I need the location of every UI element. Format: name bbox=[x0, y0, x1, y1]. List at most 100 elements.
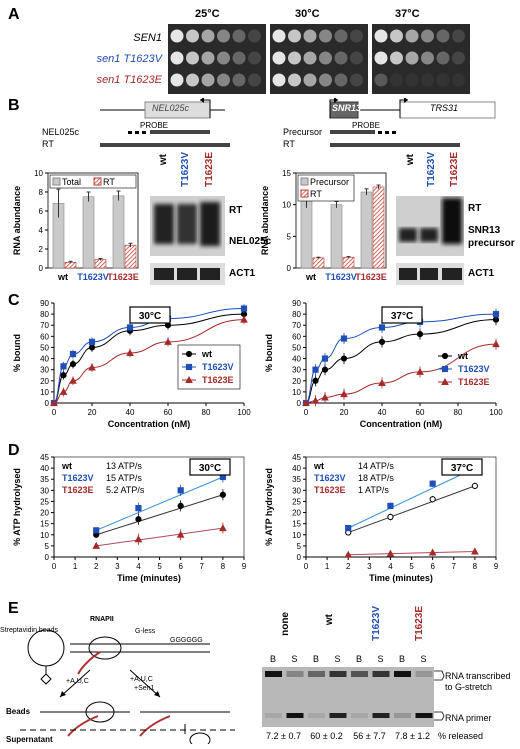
y-tick-label: 6 bbox=[39, 207, 44, 216]
x-tick-label: 0 bbox=[52, 408, 57, 417]
bar-rt-t1623e bbox=[124, 244, 137, 269]
streptavidin-beads-label: Streptavidin beads bbox=[0, 627, 58, 634]
yeast-spot bbox=[390, 73, 403, 87]
blot-label-act1-left: ACT1 bbox=[229, 268, 256, 279]
blot-label-rt-right: RT bbox=[468, 203, 482, 214]
point-t1623v bbox=[321, 355, 329, 362]
yeast-spot bbox=[350, 73, 363, 87]
legend-label: T1623V bbox=[458, 364, 490, 374]
lane-fraction-s: S bbox=[377, 654, 384, 664]
point-t1623e bbox=[386, 549, 395, 557]
gel-band-top bbox=[308, 671, 325, 677]
gene-snr13: SNR13 bbox=[332, 103, 362, 113]
yeast-spot bbox=[436, 29, 450, 43]
yeast-spot bbox=[350, 29, 363, 43]
y-tick-label: 30 bbox=[40, 486, 49, 495]
y-tick-label: 45 bbox=[292, 453, 301, 462]
blot-label-precursor: precursor bbox=[468, 238, 515, 249]
track-nel025c: NEL025c bbox=[42, 127, 80, 137]
lane-none: none bbox=[280, 612, 291, 636]
x-tick-label: 2 bbox=[346, 562, 351, 571]
series-line-t1623e bbox=[348, 550, 475, 556]
yeast-spot bbox=[170, 51, 184, 65]
bar-rt-t1623e bbox=[372, 186, 385, 269]
blot-lane-wt-right: wt bbox=[405, 154, 416, 166]
y-tick-label: 10 bbox=[34, 169, 43, 178]
panel-label-a: A bbox=[8, 6, 20, 23]
x-tick-label: 1 bbox=[325, 562, 330, 571]
category-label: T1623E bbox=[107, 272, 139, 282]
gel-band-primer bbox=[394, 713, 411, 718]
point-t1623v bbox=[312, 366, 319, 373]
legend-label: T1623E bbox=[458, 377, 490, 387]
bar-total-t1623v bbox=[82, 196, 95, 269]
y-tick-label: 35 bbox=[40, 475, 49, 484]
gel-band-top bbox=[415, 671, 433, 677]
yeast-spot bbox=[374, 29, 388, 43]
point-wt bbox=[471, 482, 478, 489]
y-tick-label: 40 bbox=[40, 464, 49, 473]
point-t1623v bbox=[88, 338, 96, 345]
y-tick-label: 20 bbox=[292, 509, 301, 518]
northern-blot-right bbox=[396, 196, 464, 256]
point-t1623e bbox=[59, 387, 68, 395]
y-tick-label: 70 bbox=[292, 321, 301, 330]
legend-swatch-total bbox=[52, 177, 61, 186]
transcription-gel bbox=[262, 667, 434, 727]
strain-label-t1623v: sen1 T1623V bbox=[96, 53, 162, 65]
y-tick-label: 15 bbox=[282, 169, 291, 178]
released-value: 60 ± 0.2 bbox=[310, 731, 343, 741]
legend-swatch-precursor bbox=[300, 177, 309, 186]
point-t1623v bbox=[340, 335, 348, 342]
temp-box bbox=[381, 306, 423, 324]
lane-fraction-s: S bbox=[334, 654, 341, 664]
strain-label-t1623e: sen1 T1623E bbox=[96, 74, 162, 86]
x-tick-label: 8 bbox=[221, 562, 226, 571]
temp-box bbox=[129, 306, 171, 324]
y-tick-label: 8 bbox=[39, 188, 44, 197]
yeast-spot bbox=[405, 29, 419, 43]
rate-value-t1623e: 1 ATP/s bbox=[358, 485, 389, 495]
lane-t1623v: T1623V bbox=[371, 606, 382, 642]
yeast-spot bbox=[452, 51, 465, 65]
yeast-spot bbox=[232, 51, 246, 65]
category-label: T1623V bbox=[325, 272, 357, 282]
y-tick-label: 60 bbox=[40, 332, 49, 341]
yeast-spot bbox=[421, 73, 434, 87]
yeast-spot bbox=[405, 73, 419, 87]
yeast-spot bbox=[232, 29, 246, 43]
point-t1623v bbox=[177, 487, 184, 494]
panel-label-d: D bbox=[8, 442, 20, 459]
y-tick-label: 10 bbox=[40, 531, 49, 540]
yeast-spot bbox=[334, 73, 348, 87]
y-tick-label: 20 bbox=[40, 509, 49, 518]
point-t1623e bbox=[69, 376, 77, 384]
point-t1623v bbox=[387, 502, 394, 509]
y-tick-label: 0 bbox=[297, 399, 302, 408]
y-tick-label: 40 bbox=[292, 464, 301, 473]
point-wt bbox=[387, 513, 394, 521]
yeast-spot bbox=[390, 51, 403, 65]
temp-label-d37: 37°C bbox=[451, 463, 473, 474]
yeast-spot bbox=[170, 29, 184, 43]
y-tick-label: 0 bbox=[45, 553, 50, 562]
lane-fraction-b: B bbox=[312, 654, 319, 664]
spot-plate-30 bbox=[270, 24, 368, 94]
x-tick-label: 3 bbox=[115, 562, 120, 571]
rate-value-t1623v: 18 ATP/s bbox=[358, 473, 394, 483]
blot-lane-wt-left: wt bbox=[158, 154, 169, 166]
blot-label-nel025c: NEL025c bbox=[229, 236, 272, 247]
yeast-spot bbox=[319, 73, 332, 87]
x-tick-label: 4 bbox=[388, 562, 393, 571]
y-tick-label: 80 bbox=[292, 310, 301, 319]
point-t1623e bbox=[492, 340, 500, 348]
temp-box bbox=[441, 458, 483, 476]
y-tick-label: 90 bbox=[40, 299, 49, 308]
x-tick-label: 80 bbox=[454, 408, 463, 417]
strain-label-sen1: SEN1 bbox=[133, 32, 162, 44]
yeast-spot bbox=[421, 29, 434, 43]
point-t1623e bbox=[428, 548, 437, 556]
released-label: % released bbox=[438, 731, 484, 741]
